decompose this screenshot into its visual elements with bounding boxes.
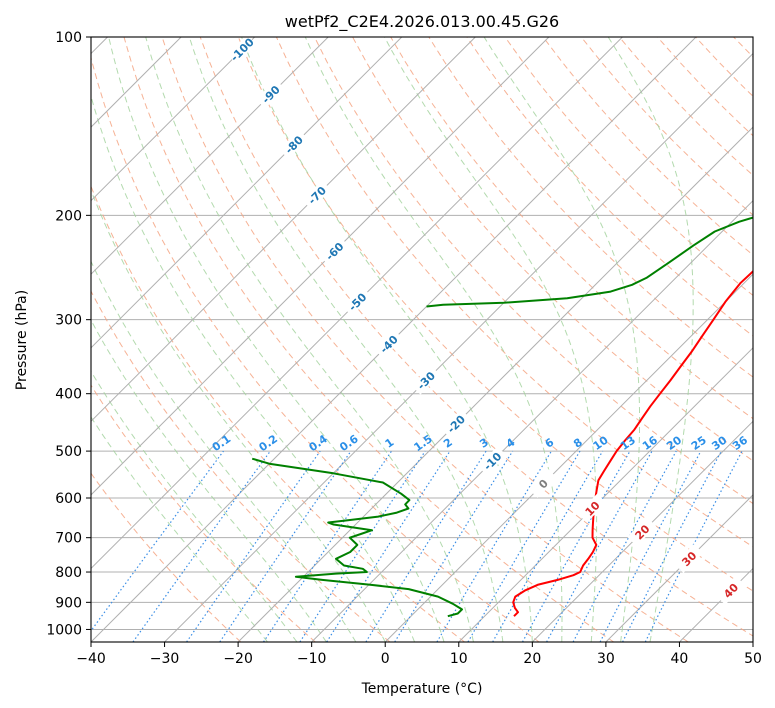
- mixing-ratio-line: [394, 450, 514, 642]
- y-tick-label: 500: [55, 444, 82, 460]
- moist-adiabat: [91, 188, 386, 642]
- mixing-ratio-line: [262, 450, 392, 642]
- moist-adiabat: [91, 370, 298, 642]
- isotherm-label-bg: [528, 469, 558, 499]
- dry-adiabat: [390, 37, 753, 420]
- moist-adiabat: [483, 37, 641, 642]
- x-tick-label: 40: [671, 651, 689, 667]
- mixing-ratio-line: [299, 450, 426, 642]
- y-tick-label: 400: [55, 387, 82, 403]
- y-tick-label: 200: [55, 208, 82, 224]
- series-layer: [251, 216, 753, 618]
- moist-adiabat: [91, 416, 268, 642]
- isotherm: [91, 37, 476, 423]
- x-tick-label: 10: [450, 651, 468, 667]
- y-tick-label: 600: [55, 491, 82, 507]
- y-tick-label: 300: [55, 313, 82, 329]
- dewpoint-line: [251, 457, 463, 618]
- dewpoint-upper-line: [426, 216, 753, 308]
- isotherm-label-bg: [319, 236, 349, 266]
- isotherm-label-bg: [373, 329, 403, 359]
- y-tick-label: 1000: [46, 622, 82, 638]
- moist-adiabat: [91, 319, 327, 642]
- mixing-ratio-line: [132, 450, 271, 642]
- isotherm-label-bg: [627, 517, 657, 547]
- dry-adiabat: [466, 37, 753, 337]
- moist-adiabat: [108, 37, 445, 642]
- mixing-ratio-line: [91, 450, 224, 632]
- isotherm-label-bg: [411, 365, 441, 395]
- mixing-ratio-line: [186, 450, 321, 642]
- plot-frame: [90, 36, 754, 643]
- axes: −40 −30 −20 −10 0 10 20 30 40 50 100 200 300 400 500 60…: [46, 30, 762, 667]
- dry-adiabat: [91, 384, 316, 642]
- isotherm: [605, 494, 753, 642]
- dry-adiabat: [428, 37, 753, 378]
- x-tick-label: −20: [223, 651, 253, 667]
- dry-adiabat: [352, 37, 753, 462]
- isotherm-label-bg: [674, 543, 704, 573]
- x-tick-label: 0: [381, 651, 390, 667]
- isotherm-label-bg: [441, 409, 471, 439]
- isotherm: [237, 126, 753, 642]
- x-tick-label: 30: [597, 651, 615, 667]
- mixing-ratio-line: [546, 450, 653, 642]
- mixing-ratio-line: [644, 450, 743, 642]
- x-tick-label: 50: [744, 651, 762, 667]
- moist-adiabat: [607, 37, 694, 642]
- dry-adiabat: [91, 55, 540, 642]
- isotherm: [164, 52, 753, 642]
- isotherm: [91, 37, 550, 496]
- isotherm-label-bg: [279, 129, 309, 159]
- isotherm-label-bg: [577, 493, 607, 523]
- moist-adiabat: [91, 260, 357, 642]
- x-tick-label: 20: [523, 651, 541, 667]
- dry-adiabat: [91, 185, 465, 642]
- isotherm-label-bg: [227, 34, 257, 64]
- moist-adiabat: [188, 37, 504, 642]
- moist-adiabat: [145, 37, 474, 642]
- x-tick-label: −30: [150, 651, 180, 667]
- isotherm-label-bg: [342, 287, 372, 317]
- isotherm: [91, 37, 256, 202]
- isotherm: [91, 37, 623, 570]
- isotherm: [91, 37, 329, 275]
- temperature-line: [512, 270, 753, 617]
- isotherm: [384, 273, 753, 642]
- x-tick-label: −10: [297, 651, 327, 667]
- isotherm-label-bg: [715, 575, 745, 605]
- y-tick-label: 800: [55, 565, 82, 581]
- y-axis-label: Pressure (hPa): [14, 290, 30, 390]
- x-tick-label: −40: [76, 651, 106, 667]
- isotherm-label-bg: [477, 446, 507, 476]
- moist-adiabat: [384, 37, 598, 642]
- mixing-ratio-line: [521, 450, 631, 642]
- mixing-ratio-line: [572, 450, 677, 642]
- y-tick-label: 900: [55, 595, 82, 611]
- mixing-ratio-line: [326, 450, 451, 642]
- moist-adiabat: [241, 37, 533, 642]
- y-tick-label: 700: [55, 531, 82, 547]
- chart-title: wetPf2_C2E4.2026.013.00.45.G26: [285, 12, 559, 32]
- dry-adiabat: [237, 37, 753, 592]
- x-axis-label: Temperature (°C): [361, 681, 483, 697]
- dry-adiabat: [275, 37, 753, 548]
- dry-adiabat: [123, 37, 614, 642]
- mixing-ratio-line: [219, 450, 352, 642]
- moist-adiabat: [304, 37, 563, 642]
- isotherm: [458, 347, 753, 642]
- dry-adiabat: [161, 37, 689, 642]
- dry-adiabat: [91, 472, 242, 642]
- dry-adiabat: [504, 37, 753, 296]
- isotherm-label-bg: [255, 79, 285, 109]
- isotherm-label-bg: [302, 180, 332, 210]
- isotherm: [311, 199, 753, 642]
- dry-adiabat: [314, 37, 753, 505]
- dry-adiabat: [91, 290, 391, 642]
- y-tick-label: 100: [55, 30, 82, 46]
